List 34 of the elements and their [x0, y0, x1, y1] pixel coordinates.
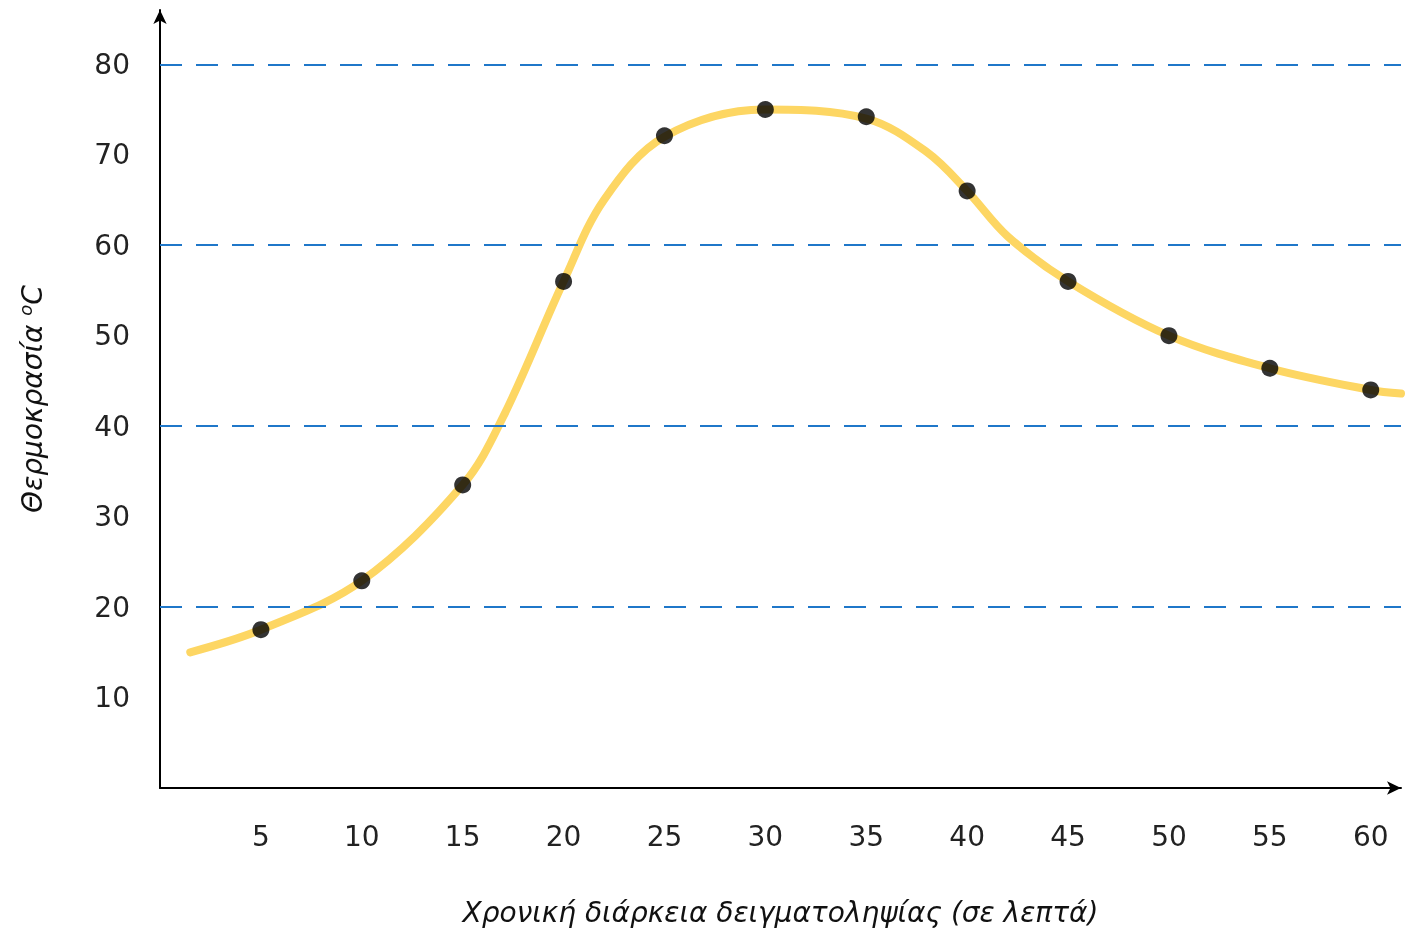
- x-tick-label: 25: [646, 819, 683, 853]
- x-tick-label: 10: [343, 819, 380, 853]
- x-tick-label: 50: [1151, 819, 1187, 853]
- point: [1059, 272, 1077, 290]
- y-tick-label: 70: [94, 138, 130, 172]
- point: [857, 108, 875, 126]
- point: [1362, 381, 1380, 399]
- x-tick-label: 5: [251, 819, 270, 853]
- point: [655, 127, 673, 145]
- y-axis-title: Θερμοκρασία oC: [14, 284, 49, 513]
- y-tick-label: 50: [94, 319, 130, 353]
- x-tick-label: 40: [949, 819, 985, 853]
- x-tick-label: 55: [1252, 819, 1288, 853]
- x-tick-label: 30: [747, 819, 784, 853]
- x-tick-label: 60: [1352, 819, 1389, 853]
- x-tick-label: 45: [1050, 819, 1086, 853]
- point: [353, 572, 371, 590]
- x-tick-label: 20: [545, 819, 582, 853]
- point: [252, 621, 270, 639]
- point: [958, 182, 976, 200]
- y-tick-label: 40: [94, 409, 130, 443]
- y-tick-label: 20: [94, 590, 130, 624]
- y-tick-label: 30: [94, 500, 130, 534]
- point: [555, 272, 573, 290]
- point: [1160, 327, 1178, 345]
- y-tick-label: 80: [94, 47, 130, 81]
- point: [1261, 359, 1279, 377]
- x-axis-title: Χρονική διάρκεια δειγματοληψίας (σε λεπτά): [460, 895, 1099, 929]
- x-tick-label: 15: [444, 819, 481, 853]
- x-tick-label: 35: [848, 819, 885, 853]
- point: [454, 476, 472, 494]
- point: [756, 101, 774, 119]
- y-tick-label: 60: [94, 228, 130, 262]
- y-tick-label: 10: [94, 681, 130, 715]
